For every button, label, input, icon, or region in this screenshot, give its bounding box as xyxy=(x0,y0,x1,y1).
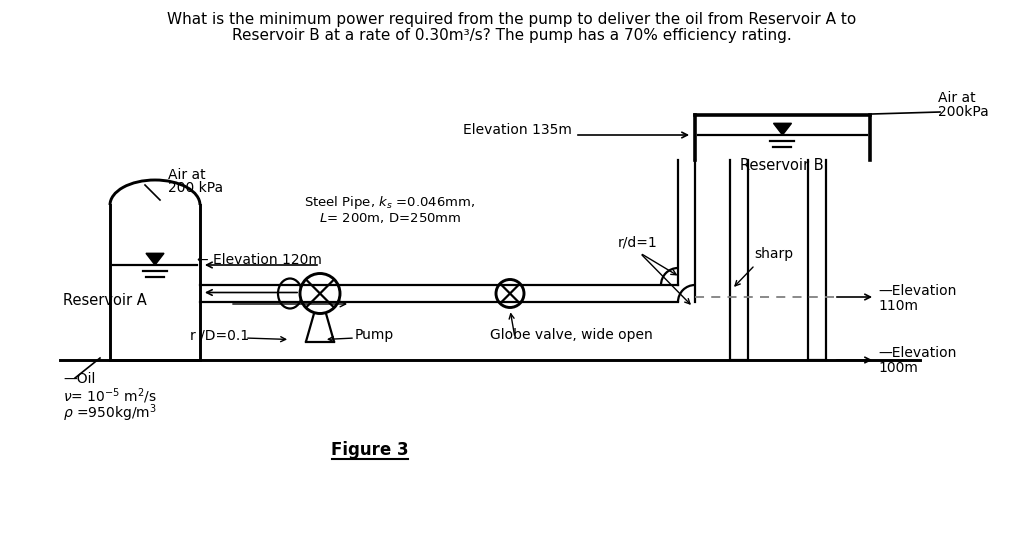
Text: 100m: 100m xyxy=(878,361,918,375)
Text: Reservoir B at a rate of 0.30m³/s? The pump has a 70% efficiency rating.: Reservoir B at a rate of 0.30m³/s? The p… xyxy=(232,28,792,43)
Text: —Elevation: —Elevation xyxy=(878,284,956,298)
Text: Figure 3: Figure 3 xyxy=(331,441,409,459)
Ellipse shape xyxy=(278,278,302,309)
Text: $\rho$ =950kg/m$^3$: $\rho$ =950kg/m$^3$ xyxy=(63,402,157,423)
Text: Globe valve, wide open: Globe valve, wide open xyxy=(490,328,652,342)
Text: 110m: 110m xyxy=(878,299,918,313)
Text: Elevation 135m: Elevation 135m xyxy=(463,123,572,137)
Text: r /D=0.1: r /D=0.1 xyxy=(190,328,250,342)
Text: Air at: Air at xyxy=(938,91,976,105)
Circle shape xyxy=(496,279,524,307)
Text: Reservoir A: Reservoir A xyxy=(63,292,146,307)
Text: $\nu$= 10$^{-5}$ m$^2$/s: $\nu$= 10$^{-5}$ m$^2$/s xyxy=(63,386,157,405)
Text: —Oil: —Oil xyxy=(63,372,95,386)
Text: 200 kPa: 200 kPa xyxy=(168,181,223,195)
Text: Steel Pipe, $k_s$ =0.046mm,: Steel Pipe, $k_s$ =0.046mm, xyxy=(304,194,475,211)
Text: sharp: sharp xyxy=(754,247,794,261)
Polygon shape xyxy=(773,123,792,135)
Text: Reservoir B: Reservoir B xyxy=(740,157,824,172)
Text: —Elevation: —Elevation xyxy=(878,346,956,360)
Text: 200kPa: 200kPa xyxy=(938,105,989,119)
Text: Air at: Air at xyxy=(168,168,206,182)
Text: What is the minimum power required from the pump to deliver the oil from Reservo: What is the minimum power required from … xyxy=(167,12,857,27)
Text: $L$= 200m, D=250mm: $L$= 200m, D=250mm xyxy=(318,211,461,225)
Text: r/d=1: r/d=1 xyxy=(618,235,657,249)
Polygon shape xyxy=(146,253,164,265)
Circle shape xyxy=(300,273,340,314)
Text: Pump: Pump xyxy=(355,328,394,342)
Text: ← Elevation 120m: ← Elevation 120m xyxy=(198,253,322,267)
